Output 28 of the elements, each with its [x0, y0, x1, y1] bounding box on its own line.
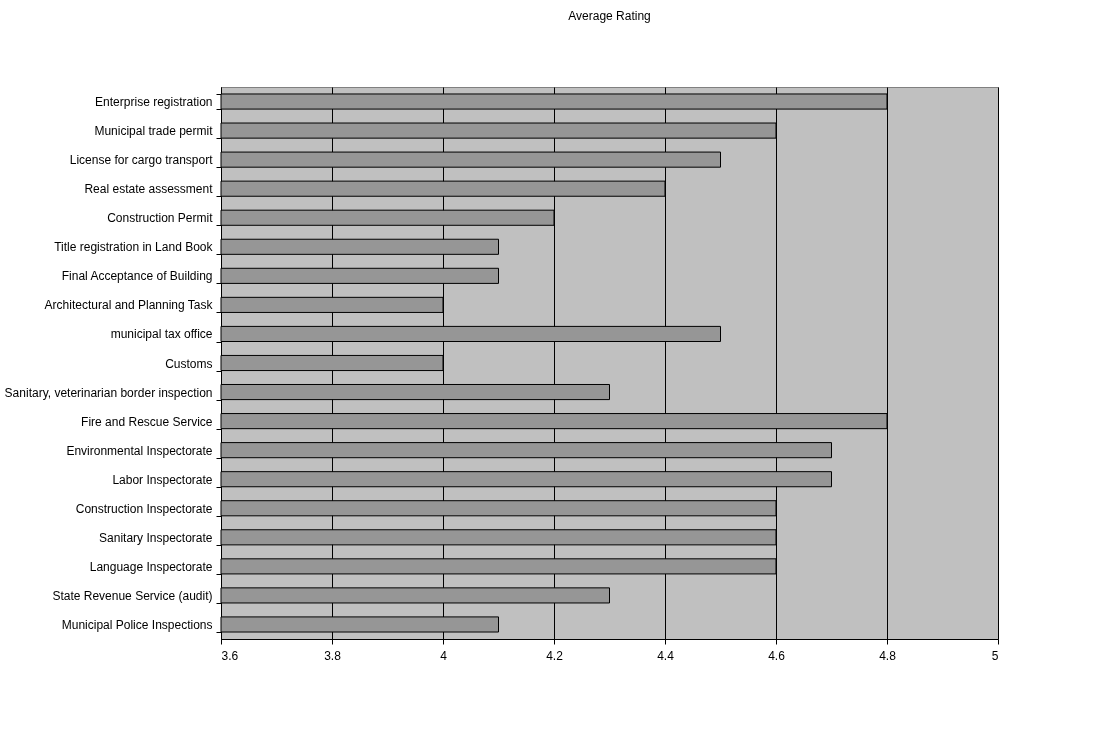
y-tick-label: Customs — [165, 356, 213, 371]
x-tick-label: 3.8 — [324, 648, 342, 663]
y-tick-label: Real estate assessment — [84, 182, 214, 197]
chart-title: Average Rating — [568, 9, 651, 23]
y-tick-label: License for cargo transport — [69, 153, 214, 168]
y-tick-label: Municipal Police Inspections — [61, 617, 213, 632]
y-tick-label: Title registration in Land Book — [54, 240, 214, 255]
y-tick-label: Final Acceptance of Building — [61, 269, 213, 284]
y-tick-label: Enterprise registration — [95, 95, 213, 110]
y-tick-label: municipal tax office — [110, 327, 213, 342]
y-tick-label: Sanitary, veterinarian border inspection — [4, 385, 213, 400]
y-tick-label: Architectural and Planning Task — [44, 298, 214, 313]
y-tick-label: Construction Inspectorate — [75, 501, 213, 516]
y-tick-label: Environmental Inspectorate — [66, 443, 213, 458]
x-tick-label: 4 — [440, 648, 448, 663]
y-tick-label: Language Inspectorate — [89, 559, 213, 574]
y-tick-label: State Revenue Service (audit) — [52, 588, 213, 603]
x-tick-label: 4.2 — [546, 648, 564, 663]
y-tick-label: Sanitary Inspectorate — [99, 530, 213, 545]
y-tick-label: Municipal trade permit — [94, 124, 214, 139]
y-tick-label: Labor Inspectorate — [112, 472, 213, 487]
x-tick-label: 3.6 — [221, 648, 239, 663]
x-tick-label: 4.4 — [657, 648, 675, 663]
y-tick-label: Construction Permit — [107, 211, 214, 226]
y-tick-label: Fire and Rescue Service — [81, 414, 213, 429]
x-tick-label: 5 — [991, 648, 999, 663]
x-tick-label: 4.6 — [768, 648, 786, 663]
x-tick-label: 4.8 — [879, 648, 897, 663]
